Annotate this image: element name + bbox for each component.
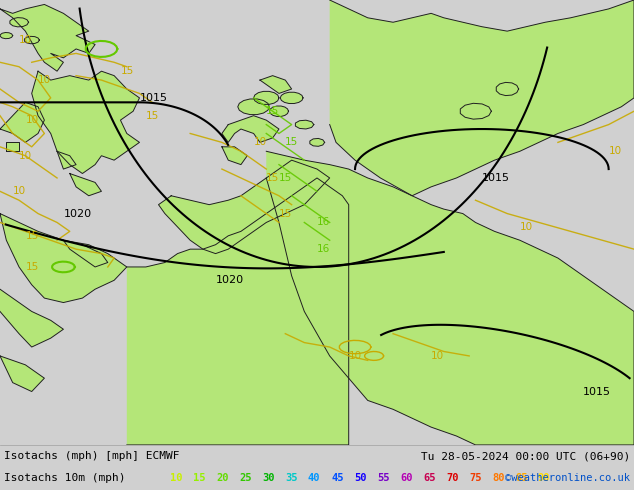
Text: 20: 20 <box>216 473 228 483</box>
Polygon shape <box>0 4 95 71</box>
Polygon shape <box>330 0 634 196</box>
Text: 40: 40 <box>308 473 321 483</box>
Polygon shape <box>32 71 139 173</box>
Polygon shape <box>222 147 247 165</box>
Text: 50: 50 <box>354 473 366 483</box>
Polygon shape <box>280 92 303 103</box>
Text: 55: 55 <box>377 473 389 483</box>
Text: 1020: 1020 <box>63 209 91 219</box>
Text: 90: 90 <box>538 473 550 483</box>
Text: 15: 15 <box>266 173 280 183</box>
Text: Isotachs 10m (mph): Isotachs 10m (mph) <box>4 473 126 483</box>
Text: 10: 10 <box>170 473 183 483</box>
Text: 16: 16 <box>317 218 330 227</box>
Text: 15: 15 <box>285 137 299 147</box>
Text: 1020: 1020 <box>216 275 243 285</box>
Polygon shape <box>0 289 63 347</box>
Text: Tu 28-05-2024 00:00 UTC (06+90): Tu 28-05-2024 00:00 UTC (06+90) <box>421 451 630 461</box>
Text: 10: 10 <box>254 137 267 147</box>
Text: 45: 45 <box>331 473 344 483</box>
Text: 70: 70 <box>446 473 458 483</box>
Polygon shape <box>0 32 13 39</box>
Text: 1015: 1015 <box>482 173 510 183</box>
Text: 15: 15 <box>120 66 134 76</box>
Text: 85: 85 <box>515 473 527 483</box>
Text: 30: 30 <box>262 473 275 483</box>
Text: 15: 15 <box>279 173 292 183</box>
Text: 15: 15 <box>193 473 205 483</box>
Text: 60: 60 <box>400 473 413 483</box>
Text: 10: 10 <box>25 115 39 125</box>
Text: 15: 15 <box>25 262 39 272</box>
Polygon shape <box>222 116 279 143</box>
Text: 75: 75 <box>469 473 481 483</box>
Text: ©weatheronline.co.uk: ©weatheronline.co.uk <box>505 473 630 483</box>
Text: 80: 80 <box>492 473 505 483</box>
Text: 10: 10 <box>349 351 362 361</box>
Polygon shape <box>127 178 349 445</box>
Text: 10: 10 <box>609 147 622 156</box>
Polygon shape <box>158 160 330 254</box>
Text: 15: 15 <box>25 231 39 241</box>
Text: 10: 10 <box>19 151 32 161</box>
Polygon shape <box>266 151 634 445</box>
Text: 10: 10 <box>38 75 51 85</box>
Text: 10: 10 <box>13 186 26 196</box>
Polygon shape <box>70 173 101 196</box>
Polygon shape <box>10 18 29 27</box>
Text: Isotachs (mph) [mph] ECMWF: Isotachs (mph) [mph] ECMWF <box>4 451 179 461</box>
Polygon shape <box>295 120 314 129</box>
Polygon shape <box>238 99 269 115</box>
Text: 15: 15 <box>279 209 292 219</box>
Polygon shape <box>0 356 44 392</box>
Polygon shape <box>460 103 491 119</box>
Polygon shape <box>496 82 519 96</box>
Polygon shape <box>24 36 39 44</box>
Text: 10: 10 <box>431 351 444 361</box>
Text: 25: 25 <box>239 473 252 483</box>
Text: 16: 16 <box>317 244 330 254</box>
Polygon shape <box>63 240 108 267</box>
Polygon shape <box>0 214 127 302</box>
Text: 10: 10 <box>19 35 32 45</box>
Polygon shape <box>260 75 292 94</box>
Polygon shape <box>57 151 76 169</box>
Polygon shape <box>310 139 325 147</box>
Polygon shape <box>6 143 19 151</box>
Polygon shape <box>0 102 44 143</box>
Polygon shape <box>254 91 279 104</box>
Text: 35: 35 <box>285 473 297 483</box>
Text: 10: 10 <box>520 222 533 232</box>
Text: 1015: 1015 <box>583 387 611 396</box>
Text: 15: 15 <box>266 106 280 116</box>
Text: 65: 65 <box>423 473 436 483</box>
Polygon shape <box>269 106 288 117</box>
Text: 1015: 1015 <box>139 93 167 103</box>
Text: 15: 15 <box>146 111 159 121</box>
